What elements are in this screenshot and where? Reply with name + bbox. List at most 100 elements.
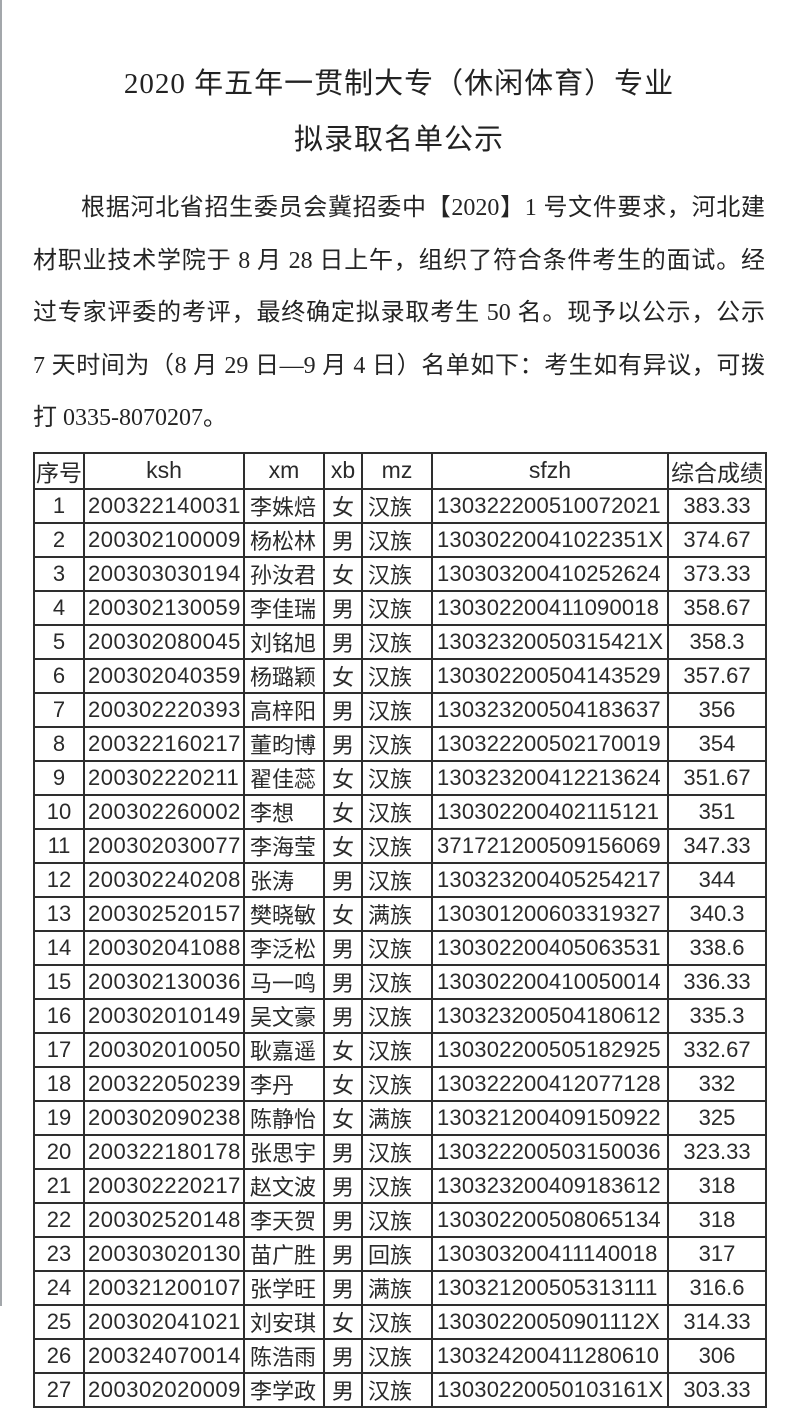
table-cell: 200302100009 <box>83 521 245 558</box>
table-cell: 200302041088 <box>83 929 245 966</box>
table-row: 1 200322140031 李姝焙女汉族 130322200510072021 383… <box>33 487 767 524</box>
table-row: 17 200302010050 耿嘉遥女汉族 130302200505182925 33… <box>33 1031 767 1068</box>
table-cell: 130323200504183637 <box>431 691 669 728</box>
table-cell: 130321200409150922 <box>431 1099 669 1136</box>
table-cell: 354 <box>667 725 767 762</box>
table-row: 23 200303020130 苗广胜男回族 130303200411140018 31… <box>33 1235 767 1272</box>
table-cell: 200324070014 <box>83 1337 245 1374</box>
table-cell: 13030220050103161X <box>431 1371 669 1408</box>
table-cell: 男 <box>323 1167 363 1204</box>
table-cell: 200302130059 <box>83 589 245 626</box>
table-cell: 杨松林 <box>243 521 325 558</box>
table-cell: 130302200504143529 <box>431 657 669 694</box>
table-cell: 男 <box>323 997 363 1034</box>
header-cell-4: mz <box>361 451 433 490</box>
table-cell: 高梓阳 <box>243 691 325 728</box>
header-cell-3: xb <box>323 451 363 490</box>
table-cell: 373.33 <box>667 555 767 592</box>
table-cell: 汉族 <box>361 725 433 762</box>
table-cell: 女 <box>323 657 363 694</box>
table-row: 10 200302260002 李想女汉族 130302200402115121 351 <box>33 793 767 830</box>
table-cell: 130323200504180612 <box>431 997 669 1034</box>
table-cell: 男 <box>323 725 363 762</box>
table-row: 16 200302010149 吴文豪男汉族 130323200504180612 33… <box>33 997 767 1034</box>
table-cell: 男 <box>323 1269 363 1306</box>
table-cell: 200322180178 <box>83 1133 245 1170</box>
table-cell: 332.67 <box>667 1031 767 1068</box>
table-cell: 200322160217 <box>83 725 245 762</box>
table-cell: 李丹 <box>243 1065 325 1102</box>
table-row: 21 200302220217 赵文波男汉族 130323200409183612 31… <box>33 1167 767 1204</box>
table-row: 19 200302090238 陈静怡女满族 130321200409150922 32… <box>33 1099 767 1136</box>
table-cell: 130324200411280610 <box>431 1337 669 1374</box>
table-cell: 13030220050901112X <box>431 1303 669 1340</box>
table-cell: 13032320050315421X <box>431 623 669 660</box>
table-cell: 3 <box>33 555 85 592</box>
table-cell: 22 <box>33 1201 85 1238</box>
table-cell: 刘铭旭 <box>243 623 325 660</box>
table-cell: 汉族 <box>361 1201 433 1238</box>
paragraph-line: 打 0335-8070207。 <box>33 405 227 431</box>
table-cell: 汉族 <box>361 997 433 1034</box>
table-row: 18 200322050239 李丹女汉族 130322200412077128 332 <box>33 1065 767 1102</box>
table-cell: 335.3 <box>667 997 767 1034</box>
table-cell: 女 <box>323 487 363 524</box>
table-cell: 336.33 <box>667 963 767 1000</box>
header-cell-0: 序号 <box>33 451 85 490</box>
table-cell: 357.67 <box>667 657 767 694</box>
table-cell: 200302130036 <box>83 963 245 1000</box>
table-cell: 杨璐颖 <box>243 657 325 694</box>
table-row: 3 200303030194 孙汝君女汉族 130303200410252624 373… <box>33 555 767 592</box>
table-cell: 男 <box>323 589 363 626</box>
table-cell: 200302220393 <box>83 691 245 728</box>
table-cell: 2 <box>33 521 85 558</box>
table-cell: 汉族 <box>361 1371 433 1408</box>
header-cell-1: ksh <box>83 451 245 490</box>
table-cell: 赵文波 <box>243 1167 325 1204</box>
table-cell: 371721200509156069 <box>431 827 669 864</box>
table-cell: 汉族 <box>361 1167 433 1204</box>
table-cell: 323.33 <box>667 1133 767 1170</box>
table-cell: 130302200410050014 <box>431 963 669 1000</box>
table-cell: 女 <box>323 793 363 830</box>
table-cell: 314.33 <box>667 1303 767 1340</box>
table-cell: 耿嘉遥 <box>243 1031 325 1068</box>
table-cell: 338.6 <box>667 929 767 966</box>
table-cell: 200302010050 <box>83 1031 245 1068</box>
table-cell: 200302240208 <box>83 861 245 898</box>
table-cell: 李姝焙 <box>243 487 325 524</box>
table-cell: 200302030077 <box>83 827 245 864</box>
table-cell: 汉族 <box>361 521 433 558</box>
table-cell: 汉族 <box>361 589 433 626</box>
table-cell: 130302200508065134 <box>431 1201 669 1238</box>
table-cell: 200302520148 <box>83 1201 245 1238</box>
header-cell-5: sfzh <box>431 451 669 490</box>
table-cell: 200302020009 <box>83 1371 245 1408</box>
table-cell: 332 <box>667 1065 767 1102</box>
table-cell: 19 <box>33 1099 85 1136</box>
table-cell: 318 <box>667 1167 767 1204</box>
table-cell: 130322200503150036 <box>431 1133 669 1170</box>
table-cell: 306 <box>667 1337 767 1374</box>
table-cell: 317 <box>667 1235 767 1272</box>
table-cell: 马一鸣 <box>243 963 325 1000</box>
table-cell: 汉族 <box>361 623 433 660</box>
table-cell: 12 <box>33 861 85 898</box>
paragraph-line: 材职业技术学院于 8 月 28 日上午，组织了符合条件考生的面试。经 <box>33 247 765 274</box>
table-cell: 男 <box>323 623 363 660</box>
table-row: 13 200302520157 樊晓敏女满族 130301200603319327 34… <box>33 895 767 932</box>
table-cell: 316.6 <box>667 1269 767 1306</box>
table-cell: 男 <box>323 1133 363 1170</box>
table-cell: 200302090238 <box>83 1099 245 1136</box>
table-row: 25 200302041021 刘安琪女汉族 13030220050901112X 31… <box>33 1303 767 1340</box>
table-cell: 张涛 <box>243 861 325 898</box>
table-cell: 130301200603319327 <box>431 895 669 932</box>
title-line-2: 拟录取名单公示 <box>293 124 504 156</box>
table-cell: 李佳瑞 <box>243 589 325 626</box>
table-cell: 5 <box>33 623 85 660</box>
table-cell: 女 <box>323 895 363 932</box>
table-cell: 27 <box>33 1371 85 1408</box>
table-cell: 陈静怡 <box>243 1099 325 1136</box>
table-cell: 200302260002 <box>83 793 245 830</box>
paragraph-line: 7 天时间为（8 月 29 日—9 月 4 日）名单如下：考生如有异议，可拨 <box>33 352 765 379</box>
